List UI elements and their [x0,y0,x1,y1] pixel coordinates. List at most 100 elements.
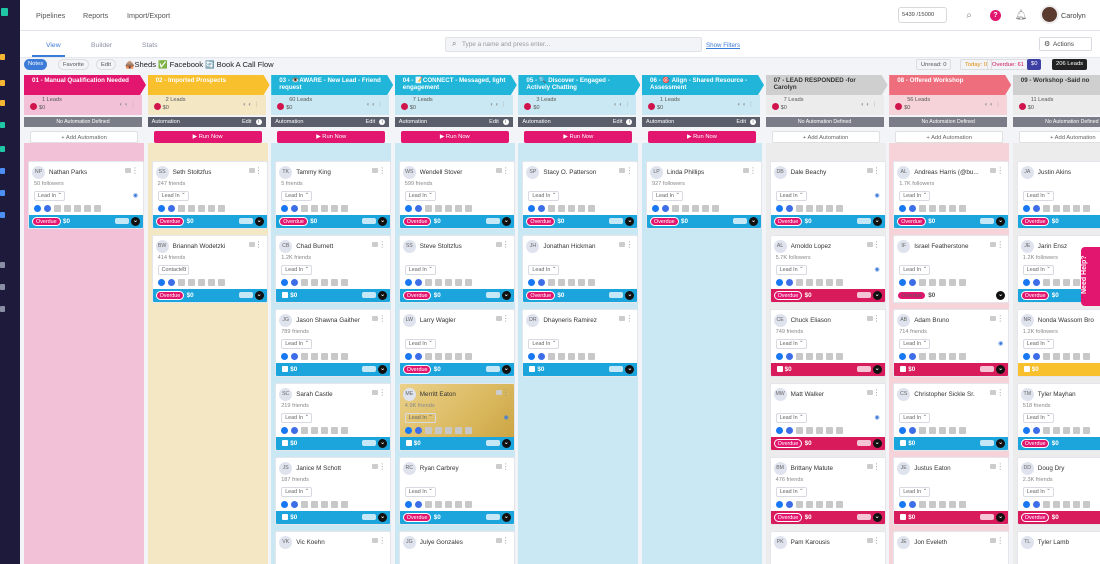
lead-name[interactable]: Chad Burnett [296,243,334,250]
email-icon[interactable] [1072,279,1080,286]
eye-icon[interactable]: ◉ [874,415,880,421]
email-icon[interactable] [578,353,586,360]
stage-header[interactable]: 02 - Imported Prospects [148,75,270,95]
messenger-icon[interactable] [785,501,793,508]
bell-icon[interactable]: 🔔︎ [1014,9,1028,21]
phone-icon[interactable] [959,427,967,434]
lead-name[interactable]: Nathan Parks [49,169,88,176]
facebook-icon[interactable] [775,501,783,508]
image-icon[interactable] [919,427,927,434]
automation-edit-link[interactable]: Edit [365,119,376,125]
sidebar-nav-icon[interactable] [0,306,5,312]
expand-icon[interactable]: ⌄ [996,439,1006,448]
lead-name[interactable]: Ryan Carbrey [419,465,459,472]
nav-pipelines[interactable]: Pipelines [36,11,66,20]
edit-chip[interactable]: Edit [96,59,116,70]
linkedin-icon[interactable] [434,205,442,212]
more-options-icon[interactable]: ⋮ [378,240,387,249]
facebook-icon[interactable] [281,279,289,286]
x-icon[interactable] [939,501,947,508]
more-options-icon[interactable]: ⋮ [625,240,634,249]
facebook-icon[interactable] [157,279,165,286]
linkedin-icon[interactable] [187,279,195,286]
linkedin-icon[interactable] [929,205,937,212]
messenger-icon[interactable] [785,427,793,434]
status-select[interactable]: Lead In [899,412,931,423]
phone-icon[interactable] [341,427,349,434]
x-icon[interactable] [1062,205,1070,212]
phone-icon[interactable] [464,353,472,360]
phone-icon[interactable] [1082,427,1090,434]
message-icon[interactable] [866,168,873,173]
status-select[interactable]: Lead In [1022,412,1054,423]
card-actions-icon[interactable] [362,366,377,372]
status-select[interactable]: Lead In [899,338,931,349]
message-icon[interactable] [125,168,131,173]
status-select[interactable]: Lead In [404,486,436,497]
overdue-badge[interactable]: Overdue [402,217,432,226]
lead-card[interactable]: AL Andreas Harris (@bu... ⋮ 1.7K followers L… [893,161,1010,229]
lead-name[interactable]: Sarah Castle [296,391,333,398]
more-options-icon[interactable]: ⋮ [996,166,1005,175]
run-now-button[interactable]: ▶ Run Now [277,131,386,143]
facebook-icon[interactable] [281,427,289,434]
image-icon[interactable] [795,427,803,434]
phone-icon[interactable] [341,501,349,508]
card-actions-icon[interactable] [980,218,995,224]
x-icon[interactable] [692,205,699,212]
stage-header[interactable]: 08 - Offered Workshop [889,75,1011,95]
card-actions-icon[interactable] [980,366,995,372]
more-options-icon[interactable]: ⋮ [625,314,634,323]
sidebar-nav-icon[interactable] [0,122,5,128]
card-actions-icon[interactable] [856,218,871,224]
email-icon[interactable] [825,279,833,286]
phone-icon[interactable] [959,205,967,212]
linkedin-icon[interactable] [434,279,442,286]
messenger-icon[interactable] [538,205,546,212]
email-icon[interactable] [578,205,586,212]
email-icon[interactable] [1072,501,1080,508]
card-actions-icon[interactable] [362,218,377,224]
image-icon[interactable] [548,353,556,360]
facebook-icon[interactable] [157,205,165,212]
stage-tools-icon[interactable]: ◐ ◐ ⋮ [984,102,1002,108]
image-icon[interactable] [54,205,61,212]
status-select[interactable]: Lead In [404,338,436,349]
stage-tools-icon[interactable]: ◐ ◐ ⋮ [490,102,507,108]
image-icon[interactable] [919,353,927,360]
phone-icon[interactable] [464,279,472,286]
email-icon[interactable] [949,427,957,434]
x-icon[interactable] [197,279,205,286]
email-icon[interactable] [331,501,339,508]
lead-card[interactable]: JE Jon Eveleth ⋮ [893,531,1010,564]
messenger-icon[interactable] [909,279,917,286]
message-icon[interactable] [866,316,873,321]
overdue-badge[interactable]: Overdue [897,291,926,300]
email-icon[interactable] [1072,353,1080,360]
image-icon[interactable] [919,279,927,286]
run-now-button[interactable]: ▶ Run Now [648,131,756,143]
more-options-icon[interactable]: ⋮ [378,388,387,397]
stage-header[interactable]: 07 - LEAD RESPONDED -for Carolyn [766,75,888,95]
messenger-icon[interactable] [291,501,299,508]
email-icon[interactable] [1072,427,1080,434]
image-icon[interactable] [795,205,803,212]
x-icon[interactable] [74,205,81,212]
messenger-icon[interactable] [291,353,299,360]
status-select[interactable]: Lead In [899,486,931,497]
linkedin-icon[interactable] [434,501,442,508]
automation-edit-link[interactable]: Edit [736,119,746,125]
x-icon[interactable] [444,279,452,286]
phone-icon[interactable] [464,501,472,508]
linkedin-icon[interactable] [434,427,442,434]
status-select[interactable]: Lead In [404,412,436,423]
linkedin-icon[interactable] [558,279,566,286]
x-icon[interactable] [815,279,823,286]
expand-icon[interactable]: ⌄ [378,291,388,300]
x-icon[interactable] [815,427,823,434]
phone-icon[interactable] [588,353,596,360]
